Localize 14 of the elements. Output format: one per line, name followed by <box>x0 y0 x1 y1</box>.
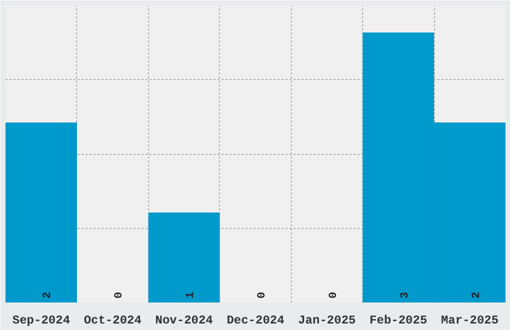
data-label: 1 <box>185 292 198 298</box>
data-label: 2 <box>42 292 54 298</box>
x-tick-label: Jan-2025 <box>298 314 356 328</box>
x-tick-label: Sep-2024 <box>12 314 70 328</box>
x-tick-label: Feb-2025 <box>370 314 428 328</box>
data-label: 3 <box>399 292 412 298</box>
data-label: 0 <box>114 292 126 298</box>
data-label: 2 <box>470 292 483 298</box>
x-tick-label: Mar-2025 <box>440 314 499 328</box>
x-tick-label: Oct-2024 <box>84 314 142 328</box>
data-label: 0 <box>256 292 268 298</box>
x-tick-label: Nov-2024 <box>155 314 213 328</box>
data-label: 0 <box>328 292 340 298</box>
x-tick-label: Dec-2024 <box>226 314 284 328</box>
